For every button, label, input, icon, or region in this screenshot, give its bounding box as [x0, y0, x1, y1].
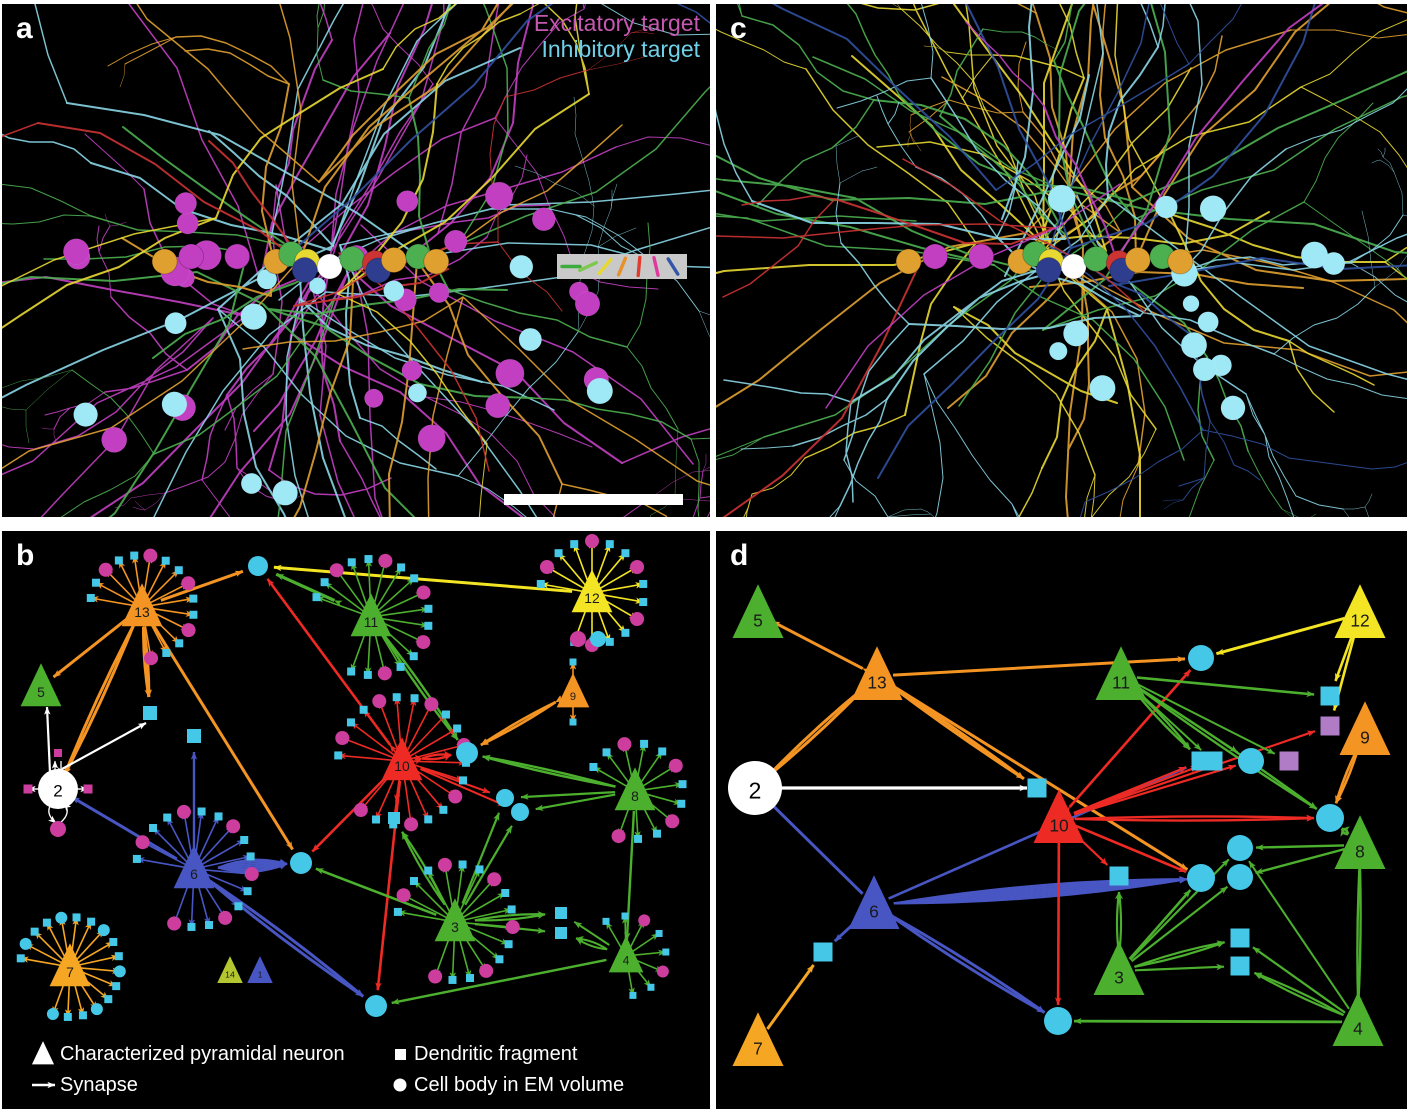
svg-text:a: a: [16, 12, 33, 45]
svg-text:8: 8: [1355, 842, 1365, 862]
svg-text:11: 11: [364, 614, 379, 630]
svg-text:11: 11: [1112, 673, 1130, 693]
svg-text:9: 9: [570, 691, 576, 703]
svg-text:6: 6: [190, 866, 198, 882]
svg-text:13: 13: [134, 604, 150, 620]
svg-text:6: 6: [869, 902, 879, 922]
svg-text:Excitatory target: Excitatory target: [534, 10, 701, 36]
svg-text:3: 3: [1114, 968, 1124, 988]
svg-text:Dendritic fragment: Dendritic fragment: [414, 1043, 578, 1065]
svg-text:8: 8: [631, 788, 639, 804]
svg-text:9: 9: [1360, 728, 1370, 748]
svg-text:7: 7: [753, 1039, 763, 1059]
svg-text:4: 4: [623, 954, 630, 968]
svg-text:12: 12: [584, 590, 600, 606]
svg-text:1: 1: [258, 969, 263, 979]
svg-text:12: 12: [1350, 611, 1369, 631]
svg-text:d: d: [730, 539, 748, 572]
svg-text:10: 10: [394, 758, 410, 774]
svg-text:5: 5: [37, 684, 45, 700]
svg-text:14: 14: [225, 969, 235, 979]
svg-text:2: 2: [53, 782, 62, 801]
svg-text:Characterized pyramidal neuron: Characterized pyramidal neuron: [60, 1043, 345, 1065]
svg-text:Synapse: Synapse: [60, 1074, 138, 1096]
svg-text:5: 5: [753, 611, 763, 631]
svg-text:4: 4: [1353, 1019, 1363, 1039]
svg-text:10: 10: [1049, 816, 1068, 836]
svg-text:b: b: [16, 539, 34, 572]
svg-text:c: c: [730, 12, 747, 45]
svg-text:13: 13: [867, 673, 886, 693]
svg-text:Cell body in EM volume: Cell body in EM volume: [414, 1074, 624, 1096]
svg-text:3: 3: [451, 919, 459, 935]
svg-text:7: 7: [66, 964, 74, 980]
svg-text:Inhibitory target: Inhibitory target: [541, 36, 700, 62]
svg-text:2: 2: [749, 777, 762, 803]
